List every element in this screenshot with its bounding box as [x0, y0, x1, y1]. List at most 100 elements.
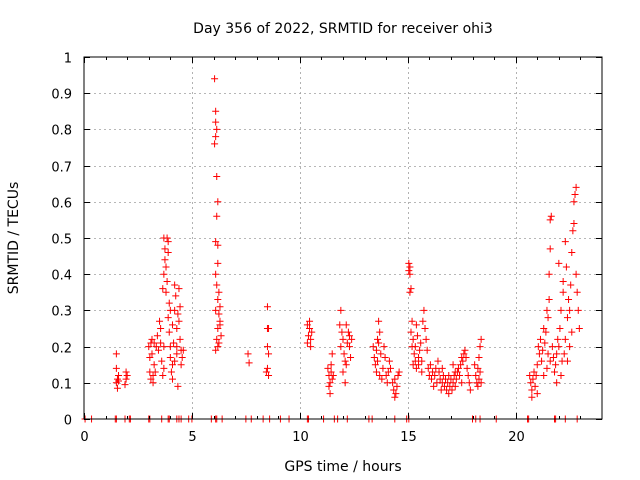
data-point — [163, 234, 171, 242]
data-point — [176, 335, 184, 343]
data-point — [149, 372, 157, 380]
data-point — [215, 339, 223, 347]
data-point — [570, 220, 578, 228]
data-point — [544, 314, 552, 322]
data-point — [546, 357, 554, 365]
data-point — [560, 350, 568, 358]
data-point — [158, 357, 166, 365]
y-axis-title: SRMTID / TECUs — [6, 182, 22, 295]
data-point — [382, 372, 390, 380]
data-point — [418, 357, 426, 365]
data-point — [212, 270, 220, 278]
data-point — [571, 191, 579, 199]
data-point — [474, 364, 482, 372]
data-point — [175, 317, 183, 325]
data-point — [412, 364, 420, 372]
y-tick-label: 0.3 — [51, 305, 72, 320]
data-point — [476, 343, 484, 351]
data-point — [406, 288, 414, 296]
data-point — [213, 335, 221, 343]
data-point — [555, 259, 563, 267]
data-point — [372, 346, 380, 354]
data-point — [265, 325, 273, 332]
x-tick-label: 10 — [292, 430, 309, 445]
data-point — [423, 346, 431, 354]
data-point — [406, 263, 414, 271]
data-point — [462, 353, 470, 361]
data-point — [157, 325, 165, 332]
data-point — [379, 364, 387, 372]
data-point — [160, 270, 168, 278]
data-point — [211, 75, 219, 83]
data-point — [559, 277, 567, 285]
data-point — [551, 368, 559, 376]
data-point — [212, 107, 220, 115]
data-point — [475, 353, 483, 361]
data-point — [177, 361, 185, 369]
data-point — [459, 357, 467, 365]
data-point — [214, 241, 222, 249]
data-point — [392, 390, 400, 398]
data-point — [168, 321, 176, 329]
data-point — [394, 372, 402, 380]
data-point — [339, 335, 347, 343]
data-point — [570, 198, 578, 206]
data-point — [374, 357, 382, 365]
data-point — [385, 357, 393, 365]
data-point — [337, 306, 345, 314]
data-point — [395, 368, 403, 376]
data-point — [568, 248, 576, 256]
data-point — [391, 375, 399, 383]
data-point — [162, 263, 170, 271]
data-point — [410, 350, 418, 358]
data-point — [150, 339, 158, 347]
data-point — [164, 314, 172, 322]
data-point — [557, 306, 565, 314]
data-point — [212, 118, 220, 126]
data-point — [474, 382, 482, 390]
data-points — [81, 75, 583, 423]
data-point — [475, 375, 483, 383]
data-point — [566, 306, 574, 314]
data-point — [539, 346, 547, 354]
data-point — [213, 212, 221, 220]
data-point — [456, 372, 464, 380]
data-point — [178, 353, 186, 361]
data-point — [386, 364, 394, 372]
data-point — [530, 368, 538, 376]
data-point — [533, 361, 541, 369]
data-point — [574, 306, 582, 314]
data-point — [176, 303, 184, 311]
data-point — [324, 364, 332, 372]
data-point — [122, 375, 130, 383]
data-point — [554, 335, 562, 343]
data-point — [345, 332, 353, 340]
data-point — [545, 296, 553, 304]
data-point — [573, 288, 581, 296]
data-point — [326, 379, 334, 387]
data-point — [407, 285, 415, 293]
data-point — [540, 325, 548, 332]
data-point — [466, 386, 474, 394]
data-point — [458, 379, 466, 387]
data-point — [345, 343, 353, 351]
data-point — [171, 281, 179, 289]
data-point — [375, 339, 383, 347]
data-point — [214, 325, 222, 332]
data-point — [328, 375, 336, 383]
data-point — [215, 288, 223, 296]
data-point — [371, 361, 379, 369]
data-point — [376, 328, 384, 336]
data-point — [212, 133, 220, 141]
y-tick-label: 0.5 — [51, 233, 72, 248]
data-point — [408, 317, 416, 325]
data-point — [411, 343, 419, 351]
data-point — [149, 379, 157, 387]
data-point — [148, 335, 156, 343]
data-point — [557, 372, 565, 380]
data-point — [265, 350, 273, 358]
data-point — [174, 382, 182, 390]
data-point — [307, 343, 315, 351]
data-point — [338, 328, 346, 336]
data-point — [375, 317, 383, 325]
